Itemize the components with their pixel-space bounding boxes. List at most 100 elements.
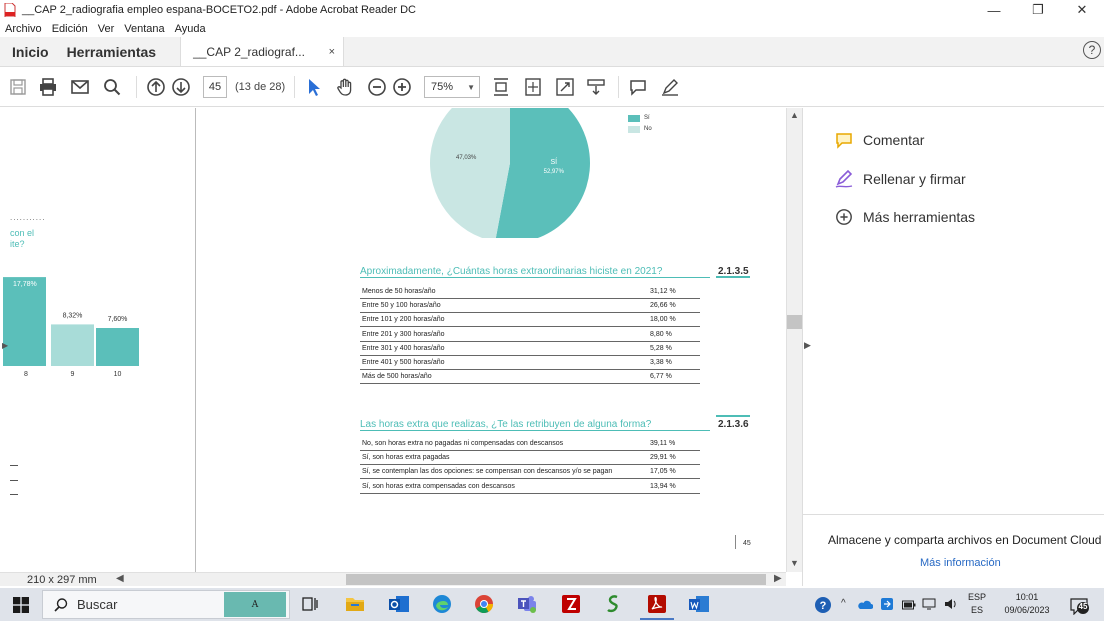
edge-icon[interactable] bbox=[431, 593, 453, 615]
menu-ver[interactable]: Ver bbox=[97, 22, 115, 35]
page-down-icon[interactable] bbox=[171, 77, 191, 97]
bar-category-label: 9 bbox=[71, 371, 75, 378]
fit-page-icon[interactable] bbox=[523, 77, 543, 97]
taskbar-search[interactable]: Buscar A bbox=[42, 590, 290, 619]
tab-document[interactable]: __CAP 2_radiograf... × bbox=[180, 37, 345, 66]
payment-row-value: 29,91 % bbox=[650, 454, 676, 462]
word-icon[interactable] bbox=[688, 593, 710, 615]
network-icon[interactable] bbox=[922, 597, 936, 614]
sign-icon bbox=[833, 168, 855, 190]
scroll-thumb[interactable] bbox=[346, 574, 766, 585]
acrobat-icon[interactable] bbox=[640, 593, 674, 620]
windows-start-icon[interactable] bbox=[13, 597, 29, 613]
clock[interactable]: 10:01 09/06/2023 bbox=[1000, 591, 1054, 617]
payment-row: Sí, se contemplan las dos opciones: se c… bbox=[360, 465, 700, 480]
select-cursor-icon[interactable] bbox=[304, 77, 324, 97]
notification-center-icon[interactable]: 45 bbox=[1069, 597, 1089, 616]
tab-inicio[interactable]: Inicio bbox=[12, 43, 49, 60]
sign-icon[interactable] bbox=[660, 77, 680, 97]
bar bbox=[3, 277, 46, 366]
language-code: ESP bbox=[968, 592, 987, 602]
print-icon[interactable] bbox=[38, 77, 58, 97]
payment-row-label: Sí, son horas extra pagadas bbox=[362, 454, 450, 462]
taskbar: Buscar A ? ^ bbox=[0, 588, 1104, 621]
toolbar-separator bbox=[136, 76, 137, 98]
teams-icon[interactable] bbox=[516, 593, 538, 615]
scroll-thumb[interactable] bbox=[787, 315, 802, 329]
restore-button[interactable]: ❐ bbox=[1032, 2, 1044, 17]
mas-herramientas-tool[interactable]: Más herramientas bbox=[833, 206, 975, 228]
scroll-up-icon[interactable]: ▲ bbox=[790, 110, 799, 120]
zoom-in-icon[interactable] bbox=[392, 77, 412, 97]
tab-herramientas[interactable]: Herramientas bbox=[66, 43, 157, 60]
menu-ayuda[interactable]: Ayuda bbox=[174, 22, 206, 35]
hours-row: Entre 50 y 100 horas/año 26,66 % bbox=[360, 299, 700, 314]
search-icon bbox=[53, 597, 69, 616]
file-explorer-icon[interactable] bbox=[344, 593, 366, 615]
hours-row-value: 6,77 % bbox=[650, 373, 672, 381]
battery-icon[interactable] bbox=[902, 599, 916, 613]
filezilla-icon[interactable] bbox=[560, 593, 582, 615]
vertical-scrollbar[interactable]: ▲ ▼ bbox=[786, 108, 802, 572]
hours-row-label: Entre 301 y 400 horas/año bbox=[362, 344, 445, 352]
menu-ventana[interactable]: Ventana bbox=[124, 22, 165, 35]
previous-page-fragment: ........... con el ite? 17,78% 8 8,32% 9 7,6… bbox=[0, 108, 196, 572]
chrome-icon[interactable] bbox=[473, 593, 495, 615]
input-language[interactable]: ESP ES bbox=[968, 591, 986, 617]
sync-icon[interactable] bbox=[880, 597, 894, 614]
document-view[interactable]: ........... con el ite? 17,78% 8 8,32% 9 7,6… bbox=[0, 108, 786, 572]
comment-icon[interactable] bbox=[628, 77, 648, 97]
scroll-right-icon[interactable]: ▶ bbox=[774, 573, 782, 584]
page-up-icon[interactable] bbox=[146, 77, 166, 97]
page-count: (13 de 28) bbox=[235, 81, 286, 93]
scroll-left-icon[interactable]: ◀ bbox=[116, 573, 124, 584]
fragment-rule bbox=[10, 480, 18, 481]
help-icon[interactable]: ? bbox=[1083, 41, 1101, 59]
fragment-text-1: con el bbox=[10, 228, 35, 238]
chevron-down-icon[interactable]: ▼ bbox=[467, 82, 475, 92]
collapse-left-icon[interactable]: ▶ bbox=[2, 341, 9, 350]
hours-row-label: Entre 201 y 300 horas/año bbox=[362, 330, 445, 338]
menu-archivo[interactable]: Archivo bbox=[5, 22, 42, 35]
save-icon[interactable] bbox=[8, 77, 28, 97]
section-rule bbox=[360, 277, 710, 278]
collapse-pane-icon[interactable]: ▶ bbox=[804, 340, 811, 350]
rellenar-firmar-tool[interactable]: Rellenar y firmar bbox=[833, 168, 966, 190]
minimize-button[interactable]: — bbox=[987, 2, 1001, 18]
hours-row-value: 18,00 % bbox=[650, 316, 676, 324]
menu-edicion[interactable]: Edición bbox=[51, 22, 88, 35]
fullscreen-icon[interactable] bbox=[555, 77, 575, 97]
close-button[interactable]: ✕ bbox=[1076, 2, 1088, 17]
time: 10:01 bbox=[1015, 592, 1039, 602]
greenshot-icon[interactable] bbox=[603, 593, 625, 615]
search-highlight-icon[interactable]: A bbox=[224, 592, 286, 617]
task-view-icon[interactable] bbox=[299, 593, 321, 615]
help-tray-icon[interactable]: ? bbox=[814, 596, 832, 617]
fragment-rule bbox=[10, 465, 18, 466]
hand-icon[interactable] bbox=[335, 77, 355, 97]
page-number-input[interactable]: 45 bbox=[203, 76, 227, 98]
scroll-mode-icon[interactable] bbox=[586, 77, 606, 97]
outlook-icon[interactable] bbox=[388, 593, 410, 615]
plus-circle-icon bbox=[833, 206, 855, 228]
pie-slice-label-si: SÍ bbox=[550, 157, 557, 166]
search-icon[interactable] bbox=[102, 77, 122, 97]
toolbar-separator bbox=[294, 76, 295, 98]
hours-row-label: Entre 101 y 200 horas/año bbox=[362, 316, 445, 324]
mas-informacion-link[interactable]: Más información bbox=[920, 557, 1001, 569]
comentar-tool[interactable]: Comentar bbox=[833, 129, 924, 151]
fit-width-icon[interactable] bbox=[491, 77, 511, 97]
mail-icon[interactable] bbox=[70, 77, 90, 97]
chevron-up-icon[interactable]: ^ bbox=[841, 598, 846, 609]
zoom-select[interactable]: 75% ▼ bbox=[424, 76, 480, 98]
scroll-down-icon[interactable]: ▼ bbox=[790, 558, 799, 568]
mas-herramientas-label: Más herramientas bbox=[863, 209, 976, 225]
search-placeholder: Buscar bbox=[77, 597, 118, 612]
bar-data-label: 17,78% bbox=[13, 281, 37, 288]
close-tab-icon[interactable]: × bbox=[328, 45, 336, 58]
volume-icon[interactable] bbox=[944, 598, 958, 613]
onedrive-icon[interactable] bbox=[857, 599, 874, 613]
zoom-out-icon[interactable] bbox=[367, 77, 387, 97]
payment-row-value: 17,05 % bbox=[650, 468, 676, 476]
horizontal-scrollbar[interactable]: 210 x 297 mm ◀ ▶ bbox=[0, 572, 786, 586]
